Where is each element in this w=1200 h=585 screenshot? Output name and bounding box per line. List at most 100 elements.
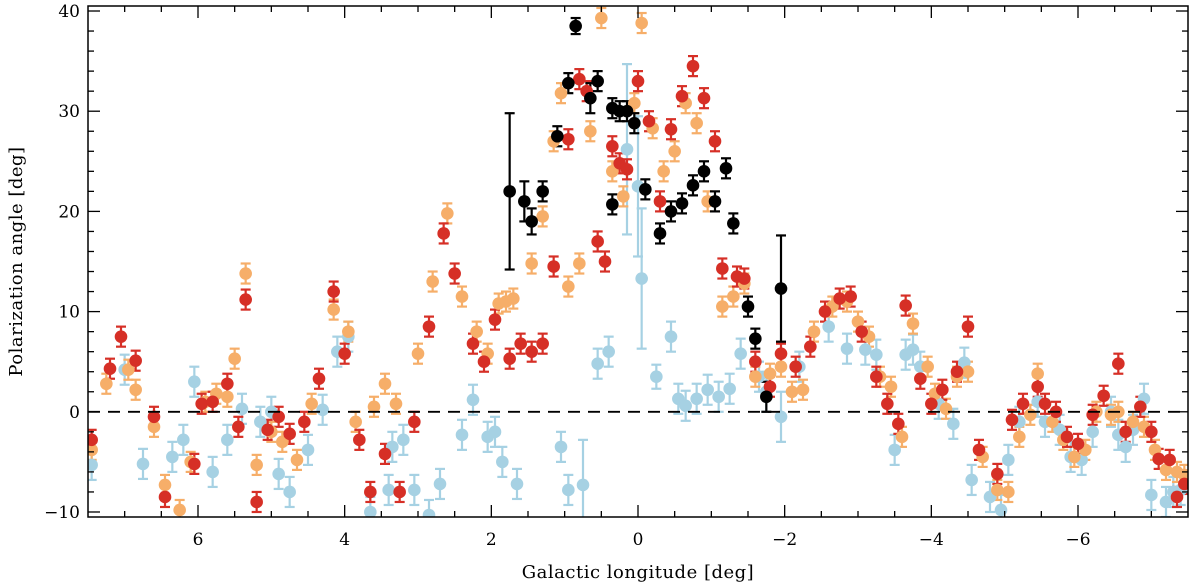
- series-2-point: [232, 420, 245, 434]
- series-0-point: [510, 477, 524, 491]
- series-2-point: [250, 495, 263, 509]
- series-0-point: [316, 403, 329, 417]
- series-0-point: [188, 375, 201, 389]
- series-2-point: [789, 360, 802, 374]
- series-1-point: [349, 415, 362, 429]
- series-2-point: [1086, 408, 1099, 422]
- series-1-point: [411, 347, 425, 360]
- data-points-layer: [88, 11, 1188, 517]
- x-tick-label: −2: [772, 530, 797, 550]
- series-0-point: [859, 343, 872, 356]
- series-2-point: [466, 337, 480, 350]
- series-2-point: [1060, 430, 1074, 444]
- series-0-point: [562, 483, 575, 497]
- series-3-point: [591, 74, 604, 88]
- x-tick-label: 4: [339, 530, 350, 550]
- series-2-point: [477, 355, 491, 368]
- series-2-point: [353, 433, 366, 447]
- series-2-point: [1152, 452, 1165, 466]
- series-1-point: [657, 165, 670, 178]
- series-0-point: [136, 457, 150, 471]
- series-2-point: [708, 134, 722, 148]
- series-1-point: [921, 360, 934, 374]
- series-1-point: [378, 377, 392, 391]
- series-2-point: [1112, 357, 1125, 371]
- y-tick-label: 10: [58, 303, 80, 323]
- series-2-point: [408, 415, 421, 429]
- series-2-point: [338, 347, 351, 360]
- series-1-point: [796, 383, 810, 397]
- series-2-point: [573, 72, 586, 86]
- series-1-point: [1159, 463, 1173, 477]
- series-1-point: [147, 420, 161, 434]
- series-2-point: [129, 354, 142, 367]
- series-2-point: [936, 383, 949, 397]
- series-1-point: [342, 325, 355, 338]
- series-1-point: [749, 370, 762, 384]
- series-1-point: [239, 267, 252, 280]
- series-2-point: [547, 260, 560, 273]
- series-1-point: [158, 478, 172, 492]
- series-2-point: [283, 427, 296, 441]
- series-0-point: [206, 465, 219, 479]
- series-0-point: [1119, 440, 1132, 454]
- series-1-point: [573, 257, 586, 270]
- series-2-point: [1163, 453, 1176, 467]
- series-2-point: [1071, 437, 1085, 451]
- series-2-point: [818, 305, 832, 318]
- series-1-point: [628, 96, 641, 110]
- series-3-point: [562, 76, 575, 90]
- series-0-point: [591, 357, 604, 371]
- series-2-point: [312, 372, 326, 386]
- series-2-point: [598, 255, 612, 268]
- series-2-point: [221, 377, 234, 391]
- series-3-point: [639, 183, 652, 196]
- series-0-point: [88, 458, 98, 472]
- series-0-point: [301, 443, 315, 457]
- y-axis-title: Polarization angle [deg]: [6, 146, 27, 376]
- series-2-point: [653, 195, 667, 208]
- series-2-point: [1134, 400, 1147, 414]
- series-2-point: [1178, 477, 1188, 491]
- series-2-point: [448, 267, 461, 280]
- series-2-point: [393, 485, 406, 499]
- series-2-point: [114, 330, 128, 343]
- series-2-point: [1170, 490, 1184, 504]
- series-3-point: [741, 300, 755, 313]
- axis-ticks-layer: [88, 6, 1188, 517]
- series-2-point: [1119, 425, 1132, 439]
- series-2-point: [239, 293, 252, 306]
- series-3-point: [664, 205, 678, 218]
- series-0-point: [650, 370, 663, 384]
- series-0-point: [408, 483, 421, 497]
- series-2-point: [925, 397, 938, 411]
- y-tick-label: 40: [58, 2, 80, 22]
- series-2-point: [525, 345, 538, 358]
- series-2-point: [749, 355, 762, 368]
- series-1-point: [1024, 408, 1037, 422]
- series-1-point: [606, 165, 619, 178]
- series-1-point: [595, 11, 608, 25]
- series-3-point: [536, 185, 549, 198]
- series-1-point: [884, 380, 898, 394]
- series-0-point: [254, 415, 267, 429]
- y-tick-label: −10: [44, 503, 80, 523]
- series-1-point: [367, 400, 381, 414]
- series-2-point: [844, 290, 857, 303]
- series-0-point: [283, 485, 296, 499]
- series-1-point: [939, 402, 953, 416]
- series-1-point: [906, 317, 920, 330]
- series-1-point: [690, 116, 703, 130]
- x-axis-title: Galactic longitude [deg]: [522, 562, 754, 583]
- series-1-point: [327, 303, 340, 316]
- series-2-point: [503, 352, 516, 365]
- series-0-point: [620, 142, 634, 156]
- series-1-point: [991, 483, 1004, 497]
- series-0-point: [822, 320, 835, 333]
- series-0-point: [397, 433, 410, 447]
- series-3-point: [708, 195, 722, 208]
- series-2-point: [88, 433, 98, 447]
- series-1-point: [617, 190, 630, 203]
- series-1-point: [961, 365, 975, 379]
